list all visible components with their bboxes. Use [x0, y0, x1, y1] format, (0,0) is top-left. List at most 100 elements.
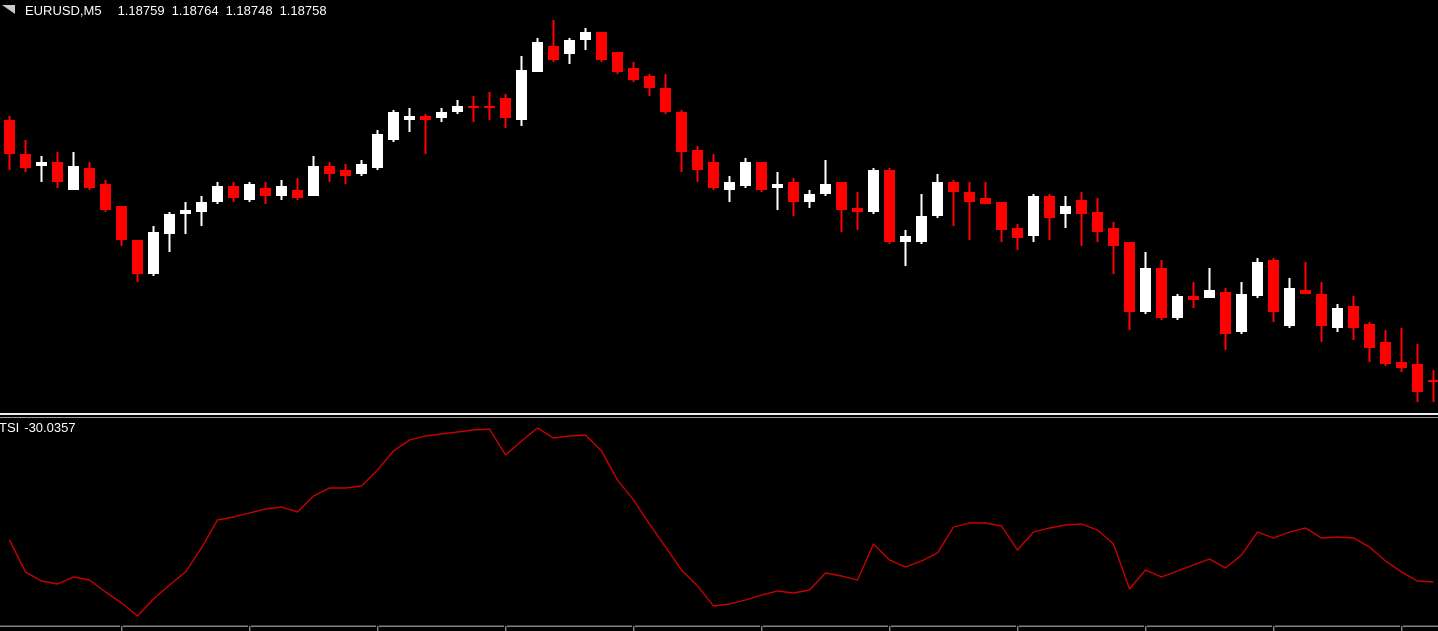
indicator-label: TSI -30.0357 — [0, 420, 76, 435]
bull-candle — [244, 184, 255, 200]
bear-candle — [1108, 228, 1119, 246]
bear-candle — [1012, 228, 1023, 238]
bear-candle — [708, 162, 719, 188]
bull-candle — [900, 236, 911, 242]
bear-candle — [964, 192, 975, 202]
bear-candle — [1428, 380, 1438, 382]
bear-candle — [1044, 196, 1055, 218]
tsi-line — [8, 427, 1434, 617]
bear-candle — [612, 52, 623, 72]
bear-candle — [1188, 296, 1199, 300]
time-axis[interactable] — [0, 625, 1438, 631]
bear-candle — [756, 162, 767, 190]
bear-candle — [324, 166, 335, 174]
bear-candle — [1412, 364, 1423, 392]
bull-candle — [164, 214, 175, 234]
bear-candle — [1300, 290, 1311, 294]
bear-candle — [292, 190, 303, 198]
bull-candle — [868, 170, 879, 212]
bull-candle — [1252, 262, 1263, 296]
bull-candle — [1140, 268, 1151, 312]
bull-candle — [1172, 296, 1183, 318]
bull-candle — [436, 112, 447, 118]
indicator-name: TSI — [0, 420, 20, 435]
bull-candle — [68, 166, 79, 190]
bull-candle — [580, 32, 591, 40]
bear-candle — [548, 46, 559, 60]
bull-candle — [564, 40, 575, 54]
bear-candle — [1268, 260, 1279, 312]
quote-line: EURUSD,M5 1.18759 1.18764 1.18748 1.1875… — [2, 3, 327, 18]
bear-candle — [836, 182, 847, 210]
bear-candle — [996, 202, 1007, 230]
bear-candle — [676, 112, 687, 152]
bull-candle — [772, 184, 783, 188]
bear-candle — [660, 88, 671, 112]
bear-candle — [1316, 294, 1327, 326]
bull-candle — [196, 202, 207, 212]
bear-candle — [1220, 292, 1231, 334]
bull-candle — [404, 116, 415, 120]
bull-candle — [724, 182, 735, 190]
bear-candle — [692, 150, 703, 170]
bear-candle — [852, 208, 863, 212]
bull-candle — [148, 232, 159, 274]
bear-candle — [1076, 200, 1087, 214]
bear-candle — [884, 170, 895, 242]
bear-candle — [260, 188, 271, 196]
bear-candle — [980, 198, 991, 204]
bull-candle — [740, 162, 751, 186]
bear-candle — [1124, 242, 1135, 312]
quote-open: 1.18759 — [117, 3, 165, 18]
quote-low: 1.18748 — [225, 3, 273, 18]
bull-candle — [1060, 206, 1071, 214]
bull-candle — [1236, 294, 1247, 332]
bear-candle — [52, 162, 63, 182]
bear-candle — [1092, 212, 1103, 232]
panel-separator[interactable] — [0, 413, 1438, 418]
bear-candle — [340, 170, 351, 176]
bull-candle — [276, 186, 287, 196]
tsi-indicator-canvas[interactable] — [0, 418, 1438, 625]
bear-candle — [596, 32, 607, 60]
bear-candle — [644, 76, 655, 88]
bear-candle — [628, 68, 639, 80]
bull-candle — [932, 182, 943, 216]
bull-candle — [1028, 196, 1039, 236]
bull-candle — [36, 162, 47, 166]
bear-candle — [1396, 362, 1407, 368]
bear-candle — [420, 116, 431, 120]
bull-candle — [212, 186, 223, 202]
chart-shift-triangle-icon[interactable] — [2, 5, 15, 14]
bear-candle — [500, 98, 511, 118]
bear-candle — [116, 206, 127, 240]
bear-candle — [788, 182, 799, 202]
bear-candle — [1364, 324, 1375, 348]
bear-candle — [484, 106, 495, 108]
bull-candle — [1332, 308, 1343, 328]
bull-candle — [356, 164, 367, 174]
bull-candle — [388, 112, 399, 140]
bear-candle — [228, 186, 239, 198]
bull-candle — [916, 216, 927, 242]
bear-candle — [84, 168, 95, 188]
bull-candle — [1204, 290, 1215, 298]
quote-close: 1.18758 — [279, 3, 327, 18]
quote-high: 1.18764 — [171, 3, 219, 18]
bear-candle — [1380, 342, 1391, 364]
bear-candle — [4, 120, 15, 154]
price-chart-canvas[interactable] — [0, 0, 1438, 413]
bull-candle — [308, 166, 319, 196]
bull-candle — [1284, 288, 1295, 326]
bull-candle — [372, 134, 383, 168]
symbol-timeframe-label: EURUSD,M5 — [25, 3, 102, 18]
bear-candle — [132, 240, 143, 274]
indicator-value: -30.0357 — [24, 420, 76, 435]
bull-candle — [516, 70, 527, 120]
bear-candle — [20, 154, 31, 168]
bear-candle — [948, 182, 959, 192]
bull-candle — [452, 106, 463, 112]
bear-candle — [1156, 268, 1167, 318]
bear-candle — [1348, 306, 1359, 328]
